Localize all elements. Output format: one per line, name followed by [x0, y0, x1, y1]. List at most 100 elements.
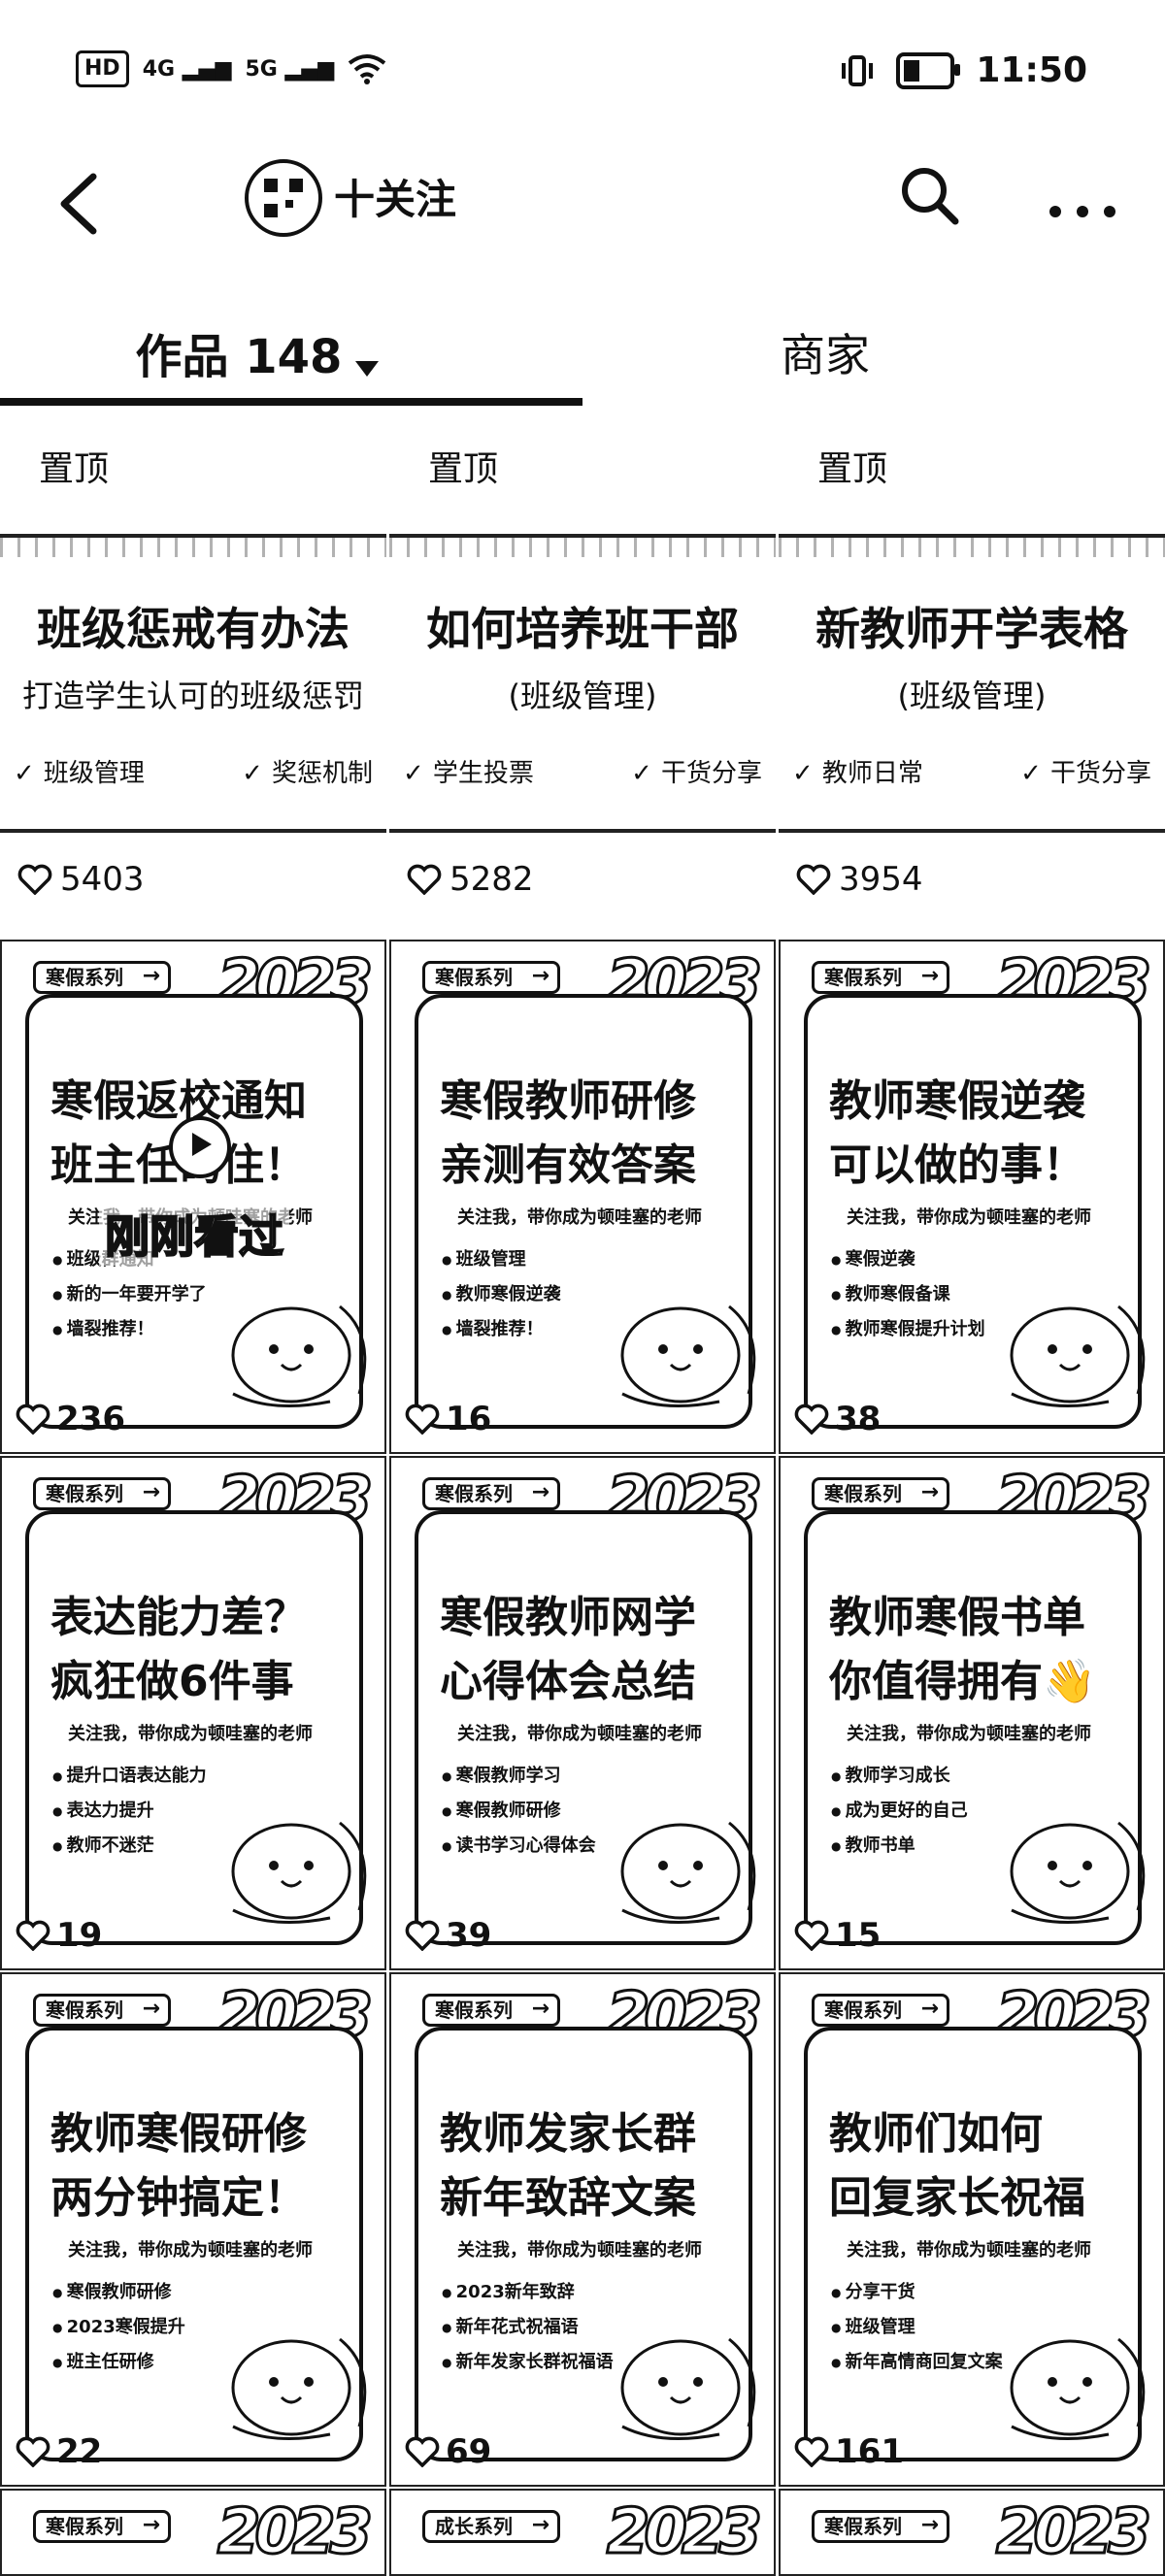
pinned-tag: 教师日常 — [792, 753, 923, 789]
hd-badge: HD — [76, 50, 129, 87]
heart-icon — [794, 1404, 829, 1435]
pinned-tag: 奖惩机制 — [242, 753, 373, 789]
pinned-cover[interactable]: 班级惩戒有办法 打造学生认可的班级惩罚 班级管理 奖惩机制 — [0, 534, 386, 833]
signal-4g: 4G ▂▄▆ — [143, 57, 232, 82]
post-bullet: 教师寒假提升计划 — [831, 1312, 985, 1347]
post-slogan: 关注我，带你成为顿哇塞的老师 — [457, 2240, 702, 2261]
more-icon[interactable] — [1039, 165, 1126, 223]
heart-icon — [17, 864, 52, 895]
post-bullet: 墙裂推荐！ — [52, 1312, 207, 1347]
post-bullet: 成为更好的自己 — [831, 1794, 968, 1829]
series-tag: 寒假系列 — [422, 1994, 560, 2027]
post-tile[interactable]: 寒假系列 2023 — [779, 2489, 1165, 2576]
post-headline-2: 亲测有效答案 — [440, 1140, 696, 1190]
rabbit-mascot-icon — [231, 2337, 367, 2440]
caret-down-icon[interactable] — [355, 360, 380, 377]
post-tile[interactable]: 寒假系列 2023 表达能力差？ 疯狂做6件事 关注我，带你成为顿哇塞的老师 提… — [0, 1456, 386, 1970]
heart-icon — [405, 1404, 440, 1435]
pinned-post[interactable]: 置顶 新教师开学表格 (班级管理) 教师日常 干货分享 3954 — [779, 427, 1165, 932]
tab-merchant[interactable]: 商家 — [582, 301, 1165, 408]
post-slogan: 关注我，带你成为顿哇塞的老师 — [847, 1207, 1091, 1228]
like-count-value: 161 — [835, 2432, 904, 2471]
play-icon[interactable] — [169, 1116, 231, 1178]
tab-works[interactable]: 作品 148 — [0, 301, 582, 408]
post-headline-1: 教师寒假研修 — [50, 2109, 307, 2159]
pinned-subtitle: 打造学生认可的班级惩罚 — [21, 677, 364, 714]
like-count-value: 38 — [835, 1400, 882, 1438]
pinned-tags: 教师日常 干货分享 — [792, 753, 1151, 789]
pinned-title: 如何培养班干部 — [426, 603, 739, 655]
just-viewed-badge: 刚刚看过 — [99, 1202, 289, 1266]
like-count: 15 — [794, 1916, 881, 1955]
series-tag: 寒假系列 — [33, 961, 171, 994]
like-count-value: 236 — [56, 1400, 125, 1438]
post-tile[interactable]: 寒假系列 2023 寒假教师研修 亲测有效答案 关注我，带你成为顿哇塞的老师 班… — [389, 940, 776, 1454]
post-tile[interactable]: 寒假系列 2023 寒假教师网学 心得体会总结 关注我，带你成为顿哇塞的老师 寒… — [389, 1456, 776, 1970]
post-bullet: 教师不迷茫 — [52, 1829, 207, 1864]
heart-icon — [407, 864, 442, 895]
post-bullet: 墙裂推荐！ — [442, 1312, 561, 1347]
back-icon[interactable] — [47, 165, 115, 243]
post-tile[interactable]: 寒假系列 2023 寒假返校通知 班主任码住！ 关注我，带你成为顿哇塞的老师 班… — [0, 940, 386, 1454]
post-bullet: 新年发家长群祝福语 — [442, 2345, 614, 2380]
follow-button[interactable]: 十关注 — [334, 176, 457, 223]
rabbit-mascot-icon — [1010, 1821, 1146, 1924]
post-tile[interactable]: 寒假系列 2023 教师寒假书单 你值得拥有👋 关注我，带你成为顿哇塞的老师 教… — [779, 1456, 1165, 1970]
post-headline-1: 寒假教师研修 — [440, 1076, 696, 1126]
post-bullet: 表达力提升 — [52, 1794, 207, 1829]
deco-2023: 2023 — [994, 2495, 1152, 2570]
like-count-value: 19 — [56, 1916, 103, 1955]
series-tag: 寒假系列 — [812, 2510, 949, 2543]
post-tile[interactable]: 寒假系列 2023 教师们如何 回复家长祝福 关注我，带你成为顿哇塞的老师 分享… — [779, 1972, 1165, 2487]
search-icon[interactable] — [895, 161, 963, 229]
post-headline-2: 心得体会总结 — [440, 1657, 696, 1706]
like-count-value: 5403 — [60, 860, 145, 899]
pinned-post[interactable]: 置顶 如何培养班干部 (班级管理) 学生投票 干货分享 5282 — [389, 427, 776, 932]
signal-bars-icon: ▂▄▆ — [182, 56, 232, 82]
post-bullet: 班级管理 — [442, 1242, 561, 1277]
post-bullets: 提升口语表达能力表达力提升教师不迷茫 — [52, 1759, 207, 1864]
post-slogan: 关注我，带你成为顿哇塞的老师 — [68, 2240, 313, 2261]
heart-icon — [794, 1920, 829, 1951]
post-tile[interactable]: 寒假系列 2023 教师寒假逆袭 可以做的事！ 关注我，带你成为顿哇塞的老师 寒… — [779, 940, 1165, 1454]
post-cover: 教师寒假逆袭 可以做的事！ 关注我，带你成为顿哇塞的老师 寒假逆袭教师寒假备课教… — [804, 994, 1142, 1429]
like-count: 161 — [794, 2432, 904, 2471]
like-count-value: 15 — [835, 1916, 882, 1955]
post-tile[interactable]: 成长系列 2023 — [389, 2489, 776, 2576]
vibrate-icon — [842, 54, 874, 86]
series-tag: 寒假系列 — [422, 961, 560, 994]
like-count-value: 39 — [446, 1916, 492, 1955]
post-bullet: 读书学习心得体会 — [442, 1829, 596, 1864]
pinned-tags: 班级管理 奖惩机制 — [14, 753, 373, 789]
post-bullet: 分享干货 — [831, 2275, 1003, 2310]
pinned-title: 新教师开学表格 — [816, 603, 1128, 655]
heart-icon — [16, 2436, 50, 2467]
pinned-tags: 学生投票 干货分享 — [403, 753, 762, 789]
post-bullet: 教师书单 — [831, 1829, 968, 1864]
status-left: HD 4G ▂▄▆ 5G ▂▄▆ — [76, 50, 386, 87]
post-bullet: 教师学习成长 — [831, 1759, 968, 1794]
post-tile[interactable]: 寒假系列 2023 教师寒假研修 两分钟搞定！ 关注我，带你成为顿哇塞的老师 寒… — [0, 1972, 386, 2487]
pinned-cover[interactable]: 如何培养班干部 (班级管理) 学生投票 干货分享 — [389, 534, 776, 833]
post-bullet: 班主任研修 — [52, 2345, 185, 2380]
rabbit-mascot-icon — [231, 1305, 367, 1407]
post-slogan: 关注我，带你成为顿哇塞的老师 — [457, 1207, 702, 1228]
avatar[interactable] — [245, 159, 322, 237]
like-count-value: 5282 — [449, 860, 534, 899]
post-tile[interactable]: 寒假系列 2023 — [0, 2489, 386, 2576]
signal-5g-label: 5G — [245, 56, 278, 82]
series-tag: 寒假系列 — [33, 1994, 171, 2027]
post-tile[interactable]: 寒假系列 2023 教师发家长群 新年致辞文案 关注我，带你成为顿哇塞的老师 2… — [389, 1972, 776, 2487]
pinned-post[interactable]: 置顶 班级惩戒有办法 打造学生认可的班级惩罚 班级管理 奖惩机制 5403 — [0, 427, 386, 932]
like-count: 39 — [405, 1916, 491, 1955]
clock: 11:50 — [976, 50, 1087, 90]
post-bullet: 寒假教师研修 — [442, 1794, 596, 1829]
active-tab-indicator — [0, 398, 582, 406]
rabbit-mascot-icon — [620, 1821, 756, 1924]
post-headline-1: 寒假教师网学 — [440, 1593, 696, 1642]
series-tag: 寒假系列 — [812, 961, 949, 994]
pinned-tag: 学生投票 — [403, 753, 534, 789]
post-slogan: 关注我，带你成为顿哇塞的老师 — [847, 2240, 1091, 2261]
pinned-cover[interactable]: 新教师开学表格 (班级管理) 教师日常 干货分享 — [779, 534, 1165, 833]
heart-icon — [16, 1404, 50, 1435]
